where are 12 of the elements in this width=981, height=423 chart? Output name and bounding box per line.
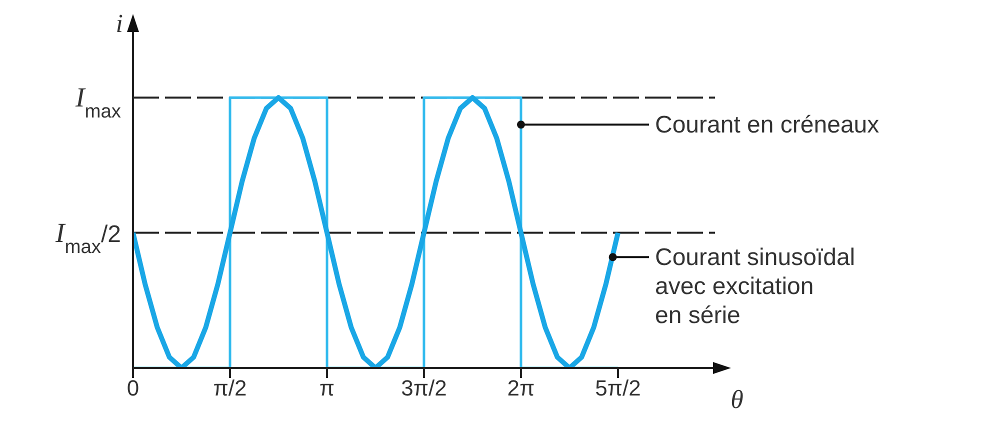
y-axis-title: i <box>116 9 123 38</box>
ref-line-label: I$_{max}$ <box>74 82 122 122</box>
x-tick-label: 0 <box>126 376 140 401</box>
x-tick-label: 5π/2 <box>595 376 641 401</box>
x-tick-label: 3π/2 <box>401 376 447 401</box>
x-tick-label: 2π <box>507 376 535 401</box>
x-tick-label: π <box>319 376 335 401</box>
ref-line-label: I$_{max}$/2 <box>54 216 121 258</box>
annotation: Courant sinusoïdal avec excitation en série <box>655 244 856 330</box>
x-axis-title: θ <box>730 385 744 414</box>
x-tick-label: π/2 <box>213 376 247 401</box>
annotation: Courant en créneaux <box>655 112 880 139</box>
